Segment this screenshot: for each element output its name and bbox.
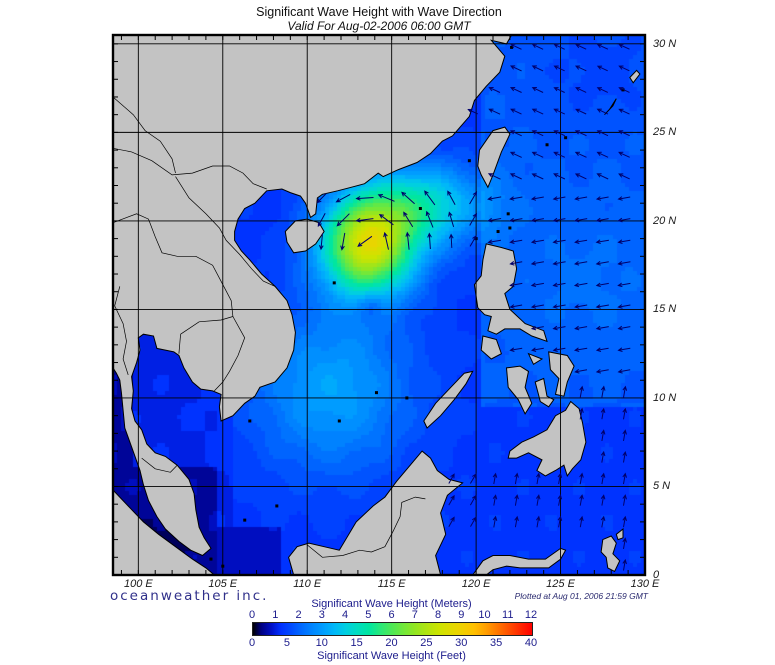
meters-tick: 11 bbox=[502, 609, 514, 621]
country-border bbox=[178, 334, 181, 354]
feet-tick: 20 bbox=[385, 637, 398, 649]
country-border bbox=[112, 96, 176, 174]
lat-label-25n: 25 N bbox=[653, 126, 677, 139]
country-border bbox=[112, 147, 267, 190]
landmass-hainan bbox=[284, 218, 325, 254]
landmass-halmahera bbox=[600, 535, 621, 573]
small-island-dot bbox=[564, 136, 568, 140]
feet-tick: 25 bbox=[420, 637, 433, 649]
lon-label-115e: 115 E bbox=[377, 578, 406, 590]
lon-label-105e: 105 E bbox=[208, 578, 238, 590]
meters-tick: 5 bbox=[365, 609, 372, 621]
legend-meters-label: Significant Wave Height (Meters) bbox=[311, 598, 472, 610]
wave-height-colorbar bbox=[252, 622, 533, 636]
country-border bbox=[175, 176, 276, 287]
landmass-panay bbox=[505, 365, 533, 415]
small-island-dot bbox=[209, 557, 213, 561]
country-border bbox=[114, 286, 129, 376]
meters-tick: 0 bbox=[248, 609, 256, 621]
landmass-mindanao bbox=[507, 400, 587, 478]
chart-subtitle: Valid For Aug-02-2006 06:00 GMT bbox=[287, 19, 471, 33]
lon-label-125e: 125 E bbox=[546, 578, 575, 590]
small-island-dot bbox=[418, 207, 422, 211]
feet-tick: 35 bbox=[490, 637, 503, 649]
meters-tick: 4 bbox=[341, 609, 349, 621]
landmass-borneo bbox=[288, 450, 464, 576]
small-island-dot bbox=[506, 212, 510, 216]
country-border bbox=[141, 457, 178, 473]
landmass-taiwan bbox=[477, 126, 511, 189]
lon-label-100e: 100 E bbox=[123, 578, 153, 590]
lat-label-15n: 15 N bbox=[653, 303, 677, 316]
lat-label-5n: 5 N bbox=[653, 480, 671, 493]
country-border bbox=[180, 316, 233, 335]
legend-feet-label: Significant Wave Height (Feet) bbox=[317, 650, 466, 662]
meters-tick: 9 bbox=[458, 609, 465, 621]
feet-tick: 5 bbox=[283, 637, 290, 649]
lat-label-0: 0 bbox=[653, 569, 660, 581]
meters-tick: 8 bbox=[434, 609, 442, 621]
feet-tick: 10 bbox=[315, 637, 328, 649]
meters-tick: 6 bbox=[388, 609, 395, 621]
landmass-amami bbox=[629, 69, 641, 84]
wave-direction-arrows bbox=[316, 43, 631, 571]
country-border bbox=[306, 496, 426, 558]
feet-tick: 0 bbox=[248, 637, 256, 649]
chart-title: Significant Wave Height with Wave Direct… bbox=[256, 5, 502, 19]
lat-label-10n: 10 N bbox=[653, 391, 677, 404]
meters-tick: 2 bbox=[295, 609, 302, 621]
meters-tick: 7 bbox=[411, 609, 418, 621]
landmass-sulawesi bbox=[471, 547, 567, 576]
landmass-palawan bbox=[423, 370, 474, 429]
landmass-morotai bbox=[615, 527, 624, 541]
lon-label-120e: 120 E bbox=[461, 578, 491, 590]
small-island-dot bbox=[248, 419, 252, 423]
meters-tick: 12 bbox=[524, 609, 538, 621]
small-island-dot bbox=[374, 391, 378, 395]
small-island-dot bbox=[496, 230, 500, 234]
feet-tick: 40 bbox=[524, 637, 538, 649]
lat-label-20n: 20 N bbox=[653, 214, 677, 227]
lon-label-130e: 130 E bbox=[630, 578, 660, 590]
landmass-okinawa bbox=[604, 98, 617, 116]
landmass-samar bbox=[548, 351, 575, 397]
small-island-dot bbox=[332, 281, 336, 285]
meters-tick: 10 bbox=[478, 609, 491, 621]
small-island-dot bbox=[337, 419, 341, 423]
meters-tick: 3 bbox=[318, 609, 325, 621]
landmass-luzon bbox=[473, 243, 548, 343]
lat-label-30n: 30 N bbox=[653, 37, 677, 50]
landmass-mindoro bbox=[480, 335, 503, 360]
landmass-mainland bbox=[112, 34, 513, 557]
plotted-timestamp: Plotted at Aug 01, 2006 21:59 GMT bbox=[514, 591, 648, 601]
small-island-dot bbox=[243, 518, 247, 522]
small-island-dot bbox=[467, 159, 471, 163]
landmass-cebu bbox=[534, 377, 555, 408]
meters-tick: 1 bbox=[272, 609, 279, 621]
small-island-dot bbox=[508, 226, 512, 230]
small-island-dot bbox=[545, 143, 549, 147]
lon-label-110e: 110 E bbox=[293, 578, 322, 590]
country-border bbox=[112, 213, 234, 317]
small-island-dot bbox=[275, 504, 279, 508]
feet-tick: 30 bbox=[455, 637, 468, 649]
country-border bbox=[214, 316, 246, 392]
feet-tick: 15 bbox=[350, 637, 363, 649]
landmass-masbate bbox=[527, 352, 544, 366]
oceanweather-logo-text: oceanweather inc. bbox=[110, 588, 269, 604]
small-island-dot bbox=[510, 45, 514, 49]
map-frame bbox=[111, 33, 647, 577]
